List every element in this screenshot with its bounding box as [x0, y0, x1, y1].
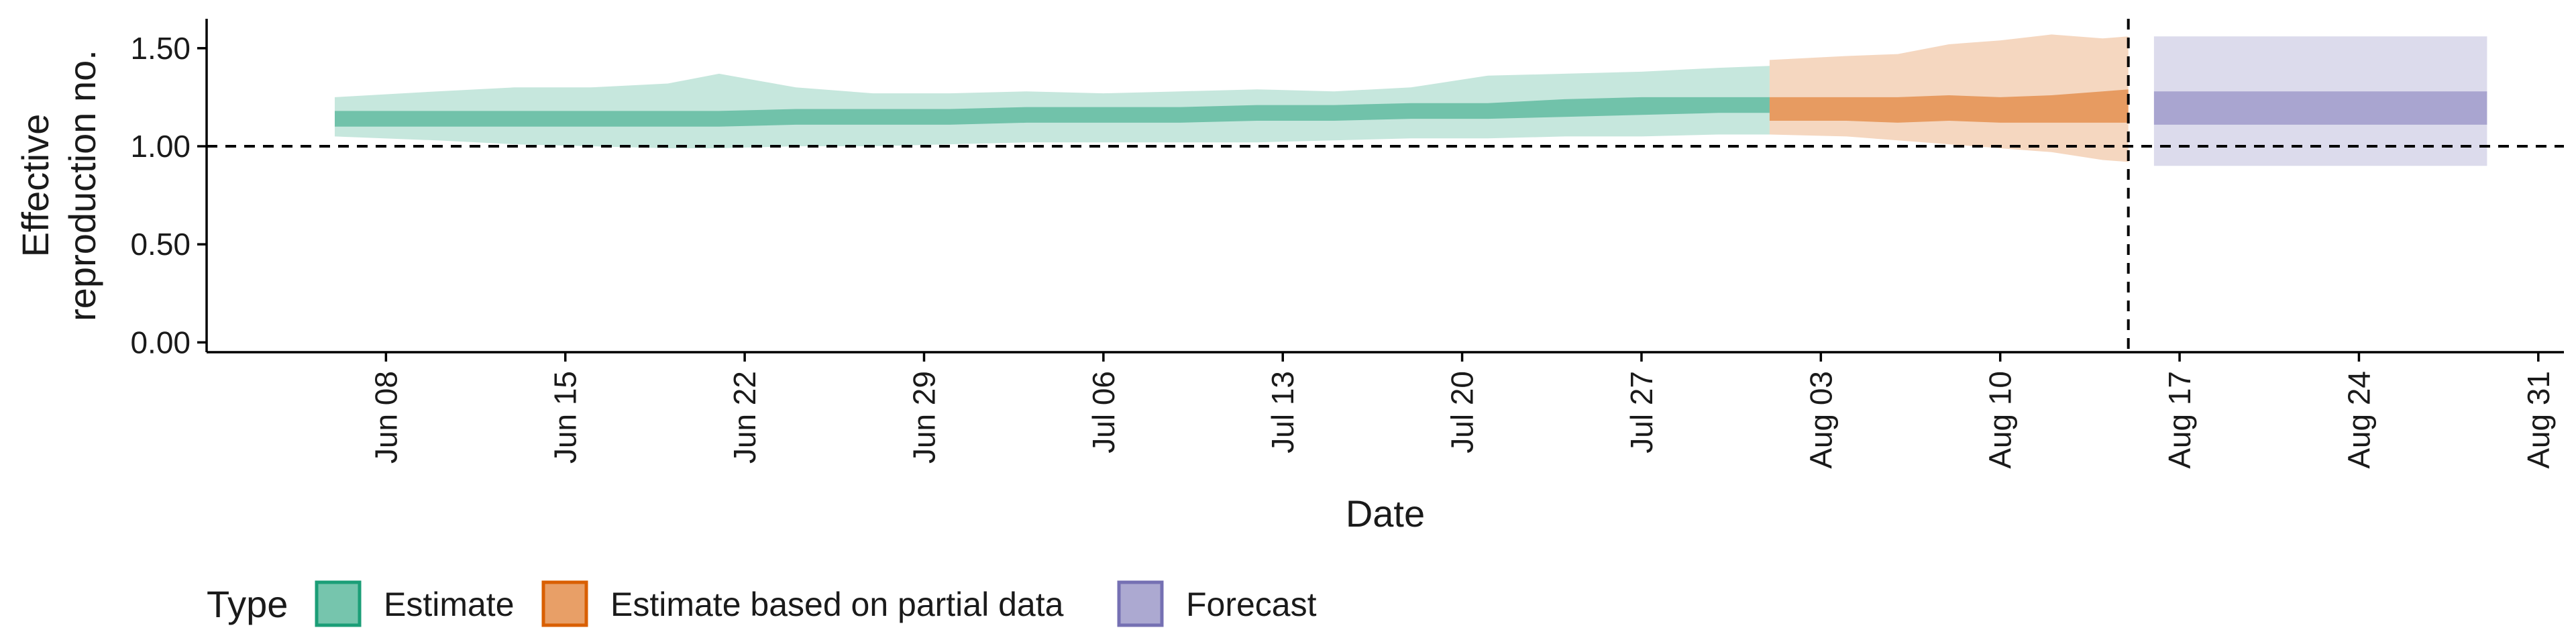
x-tick-label: Jun 29 — [906, 371, 941, 464]
y-axis-title-line: reproduction no. — [61, 50, 103, 321]
x-tick-label: Aug 17 — [2162, 371, 2197, 469]
x-tick-label: Jun 22 — [727, 371, 762, 464]
bands-layer — [335, 34, 2487, 166]
x-tick-label: Jul 06 — [1086, 371, 1121, 453]
x-tick-label: Jun 08 — [368, 371, 403, 464]
legend-key — [315, 580, 362, 627]
y-tick-label: 0.50 — [130, 227, 191, 262]
y-tick-label: 1.00 — [130, 129, 191, 164]
series-2 — [2153, 36, 2487, 166]
axes: 0.00 0.50 1.00 1.50 Jun 08 Jun 15 Jun 22 Jun 29… — [130, 19, 2564, 469]
y-axis-title: Effective reproduction no. — [14, 50, 103, 321]
x-axis-title: Date — [1346, 492, 1425, 535]
x-tick-label: Jun 15 — [548, 371, 583, 464]
legend-label: Estimate — [384, 586, 515, 623]
x-tick-label: Aug 24 — [2341, 371, 2376, 469]
legend-label: Estimate based on partial data — [610, 586, 1064, 623]
x-tick-label: Aug 03 — [1803, 371, 1838, 469]
y-tick-label: 1.50 — [130, 31, 191, 66]
x-tick-label: Aug 10 — [1983, 371, 2018, 469]
band-50-1 — [1769, 89, 2129, 123]
legend-item: Estimate based on partial data — [541, 580, 1064, 627]
legend-title: Type — [207, 583, 288, 625]
legend-key — [541, 580, 588, 627]
x-tick-label: Aug 31 — [2521, 371, 2556, 469]
legend-item: Estimate — [315, 580, 515, 627]
x-tick-label: Jul 13 — [1265, 371, 1300, 453]
band-50-2 — [2153, 91, 2487, 125]
x-tick-label: Jul 27 — [1624, 371, 1659, 453]
legend-item: Forecast — [1117, 580, 1317, 627]
band-50-0 — [335, 97, 1770, 127]
legend: Type Estimate Estimate based on partial da… — [207, 580, 1317, 627]
legend-key — [1117, 580, 1164, 627]
x-tick-label: Jul 20 — [1445, 371, 1480, 453]
legend-label: Forecast — [1186, 586, 1317, 623]
series-1 — [1769, 34, 2129, 162]
series-0 — [335, 66, 1770, 148]
y-tick-label: 0.00 — [130, 325, 191, 360]
y-axis-title-line: Effective — [14, 114, 56, 258]
